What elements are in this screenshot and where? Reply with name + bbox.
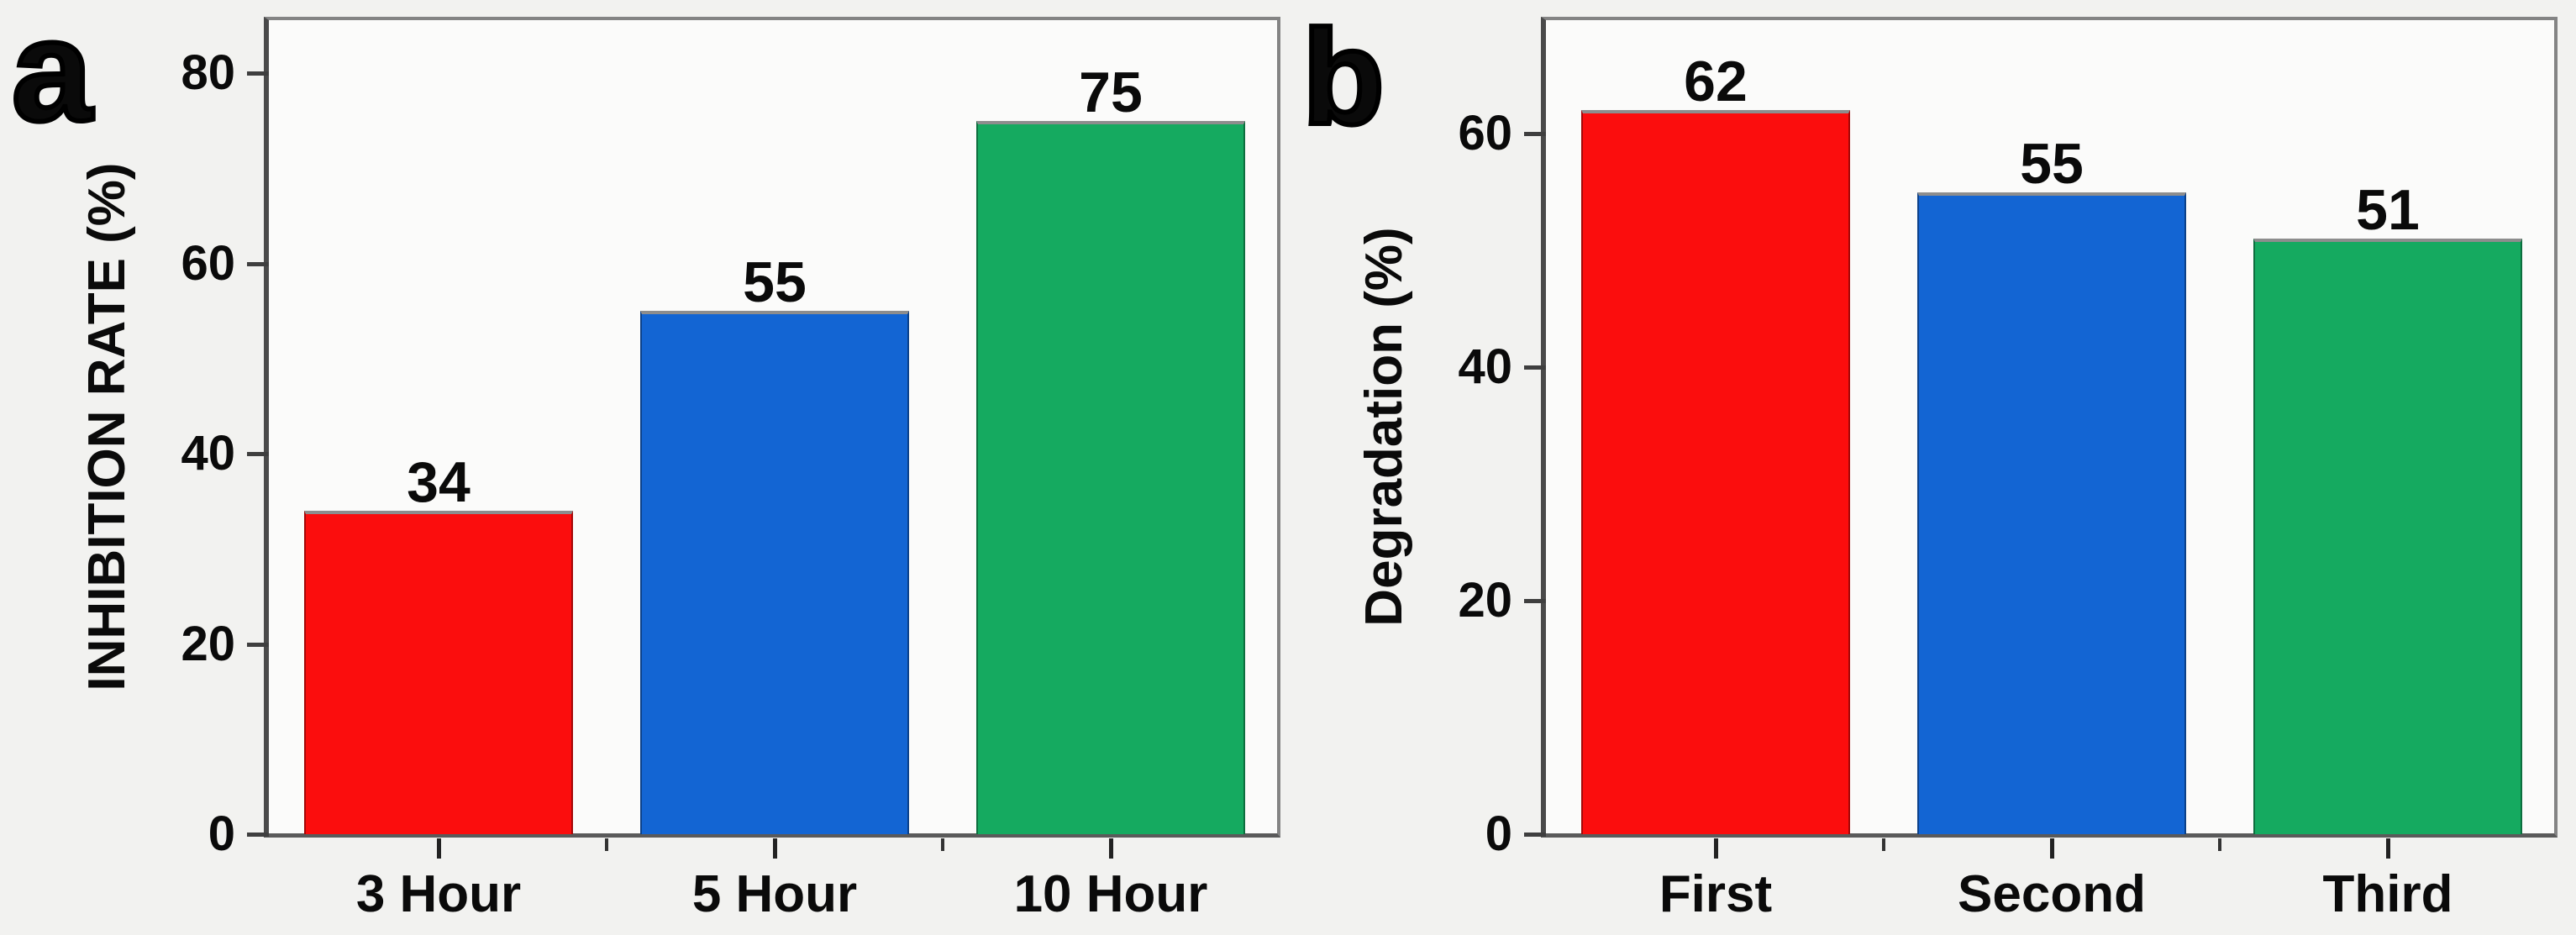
bar-value-label: 62: [1684, 50, 1748, 114]
bar-value-label: 75: [1079, 60, 1143, 124]
y-tick-mark: [247, 452, 269, 457]
x-category-label: Third: [2322, 865, 2453, 923]
bar: [2253, 239, 2522, 834]
y-tick-mark: [247, 261, 269, 266]
y-tick-label: 40: [1458, 339, 1512, 394]
y-tick-mark: [1524, 833, 1546, 837]
x-tick-mark: [2050, 838, 2054, 859]
y-tick-mark: [247, 642, 269, 647]
x-category-label: First: [1659, 865, 1773, 923]
y-tick-label: 40: [181, 426, 235, 481]
x-category-label: 3 Hour: [355, 865, 522, 923]
x-tick-mark: [773, 838, 777, 859]
y-tick-label: 20: [1458, 573, 1512, 628]
y-tick-mark: [1524, 132, 1546, 136]
bar: [1917, 192, 2186, 834]
y-tick-label: 0: [208, 806, 235, 861]
y-tick-mark: [1524, 599, 1546, 603]
panel-b-letter: b: [1300, 2, 1387, 152]
y-tick-label: 60: [1458, 106, 1512, 160]
bar-value-label: 34: [407, 450, 471, 515]
x-minor-tick-mark: [605, 838, 608, 851]
x-minor-tick-mark: [2218, 838, 2221, 851]
bar: [640, 311, 909, 834]
y-tick-mark: [247, 833, 269, 837]
y-tick-mark: [247, 71, 269, 76]
bar-value-label: 55: [2020, 131, 2084, 196]
x-minor-tick-mark: [1882, 838, 1885, 851]
bar: [304, 511, 573, 834]
bar: [976, 121, 1245, 834]
y-tick-label: 60: [181, 235, 235, 291]
x-tick-mark: [437, 838, 441, 859]
x-category-label: 5 Hour: [691, 865, 858, 923]
x-tick-mark: [1714, 838, 1718, 859]
y-tick-label: 20: [181, 616, 235, 671]
x-tick-mark: [1109, 838, 1113, 859]
x-tick-mark: [2386, 838, 2390, 859]
x-category-label: 10 Hour: [1013, 865, 1208, 923]
panel-a-y-axis-title: INHIBITION RATE (%): [78, 162, 136, 691]
y-tick-mark: [1524, 365, 1546, 370]
bar-value-label: 51: [2356, 178, 2420, 243]
panel-a-letter: a: [9, 0, 95, 151]
bar-value-label: 55: [743, 250, 807, 315]
bar: [1581, 110, 1850, 834]
y-tick-label: 80: [181, 45, 235, 101]
y-tick-label: 0: [1485, 806, 1512, 861]
x-category-label: Second: [1958, 865, 2146, 923]
x-minor-tick-mark: [941, 838, 944, 851]
